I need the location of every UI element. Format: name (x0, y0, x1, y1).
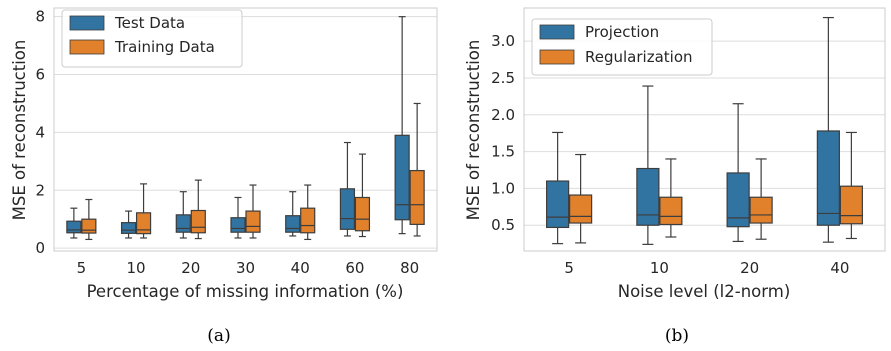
box-plot (245, 184, 261, 239)
legend-label: Projection (585, 23, 659, 41)
box-plot (339, 141, 356, 237)
box (190, 209, 206, 234)
box-plot (659, 158, 683, 238)
y-tick-label: 2.5 (491, 69, 515, 87)
x-tick-labels: 5 10 20 30 40 60 80 (77, 259, 420, 277)
box (175, 214, 191, 233)
box-plot (300, 184, 316, 241)
x-tick-label: 20 (740, 259, 759, 277)
x-tick-label: 5 (564, 259, 574, 277)
box-group (66, 16, 425, 241)
legend-swatch (539, 49, 575, 65)
x-tick-label: 80 (400, 259, 419, 277)
legend-label: Training Data (114, 38, 215, 56)
y-tick-label: 6 (35, 66, 45, 84)
chart-panel-b: 0.5 1.0 1.5 2.0 2.5 3.0 5 10 20 40 MSE of recons… (464, 7, 886, 346)
legend: Projection Regularization (531, 18, 713, 76)
box (749, 196, 773, 224)
box-plot (546, 131, 570, 245)
box (546, 180, 570, 229)
x-axis-label: Percentage of missing information (%) (87, 282, 404, 301)
y-tick-label: 2 (35, 181, 45, 199)
legend-swatch (69, 39, 105, 55)
box-plot (409, 102, 425, 237)
box-plot (81, 198, 97, 241)
box-plot (66, 207, 82, 239)
x-tick-label: 10 (127, 259, 146, 277)
x-tick-label: 5 (77, 259, 87, 277)
box (300, 207, 316, 234)
box (135, 212, 152, 235)
y-tick-label: 3.0 (491, 32, 515, 50)
box (394, 134, 410, 221)
panel-caption: (a) (207, 326, 230, 346)
x-tick-label: 10 (650, 259, 669, 277)
box-plot (816, 16, 840, 243)
legend: Test Data Training Data (61, 9, 243, 68)
box (81, 218, 97, 234)
box (66, 220, 82, 234)
y-tick-label: 4 (35, 123, 45, 141)
x-tick-label: 40 (830, 259, 849, 277)
box (839, 185, 863, 225)
x-axis-label: Noise level (l2-norm) (618, 282, 791, 301)
legend-label: Regularization (585, 48, 693, 66)
y-tick-label: 0 (35, 239, 45, 257)
box-plot (636, 85, 660, 245)
box-plot (285, 191, 301, 237)
box (816, 130, 840, 226)
box-plot (726, 103, 750, 243)
y-axis-label: MSE of reconstruction (464, 40, 483, 221)
box-plot (749, 158, 773, 240)
box-plot (135, 183, 152, 239)
y-tick-label: 1.0 (491, 179, 515, 197)
x-tick-label: 30 (236, 259, 255, 277)
y-tick-label: 2.0 (491, 106, 515, 124)
box-plot (394, 16, 410, 235)
box-plot (175, 191, 191, 239)
x-tick-label: 60 (345, 259, 364, 277)
box (726, 172, 750, 228)
chart-panel-a: 0 2 4 6 8 5 10 20 30 40 60 80 MSE of reconstructio… (10, 7, 438, 346)
box-plot (120, 210, 137, 239)
plot-frame (523, 7, 886, 252)
box-plot (230, 196, 246, 239)
box-plot (569, 153, 593, 244)
x-tick-label: 40 (291, 259, 310, 277)
box (569, 194, 593, 224)
plot-frame (53, 7, 438, 252)
legend-swatch (539, 24, 575, 40)
box-plot (839, 131, 863, 240)
y-axis-label: MSE of reconstruction (10, 40, 29, 221)
box-group (546, 16, 863, 245)
box (409, 169, 425, 225)
x-tick-labels: 5 10 20 40 (564, 259, 849, 277)
legend-frame (61, 9, 243, 68)
box (245, 210, 261, 233)
box (636, 167, 660, 226)
box (230, 217, 246, 233)
box-plot (190, 179, 206, 240)
box (120, 222, 137, 234)
y-tick-label: 1.5 (491, 143, 515, 161)
legend-frame (531, 18, 713, 76)
y-tick-labels: 0 2 4 6 8 (35, 8, 45, 257)
box-plot (354, 153, 371, 238)
legend-label: Test Data (114, 14, 185, 32)
x-tick-label: 20 (181, 259, 200, 277)
y-tick-label: 8 (35, 8, 45, 26)
box (285, 215, 301, 233)
panel-caption: (b) (665, 326, 689, 346)
box (354, 196, 371, 232)
legend-swatch (69, 15, 105, 31)
box (339, 188, 356, 230)
y-tick-labels: 0.5 1.0 1.5 2.0 2.5 3.0 (491, 32, 515, 234)
box (659, 196, 683, 226)
y-tick-label: 0.5 (491, 216, 515, 234)
